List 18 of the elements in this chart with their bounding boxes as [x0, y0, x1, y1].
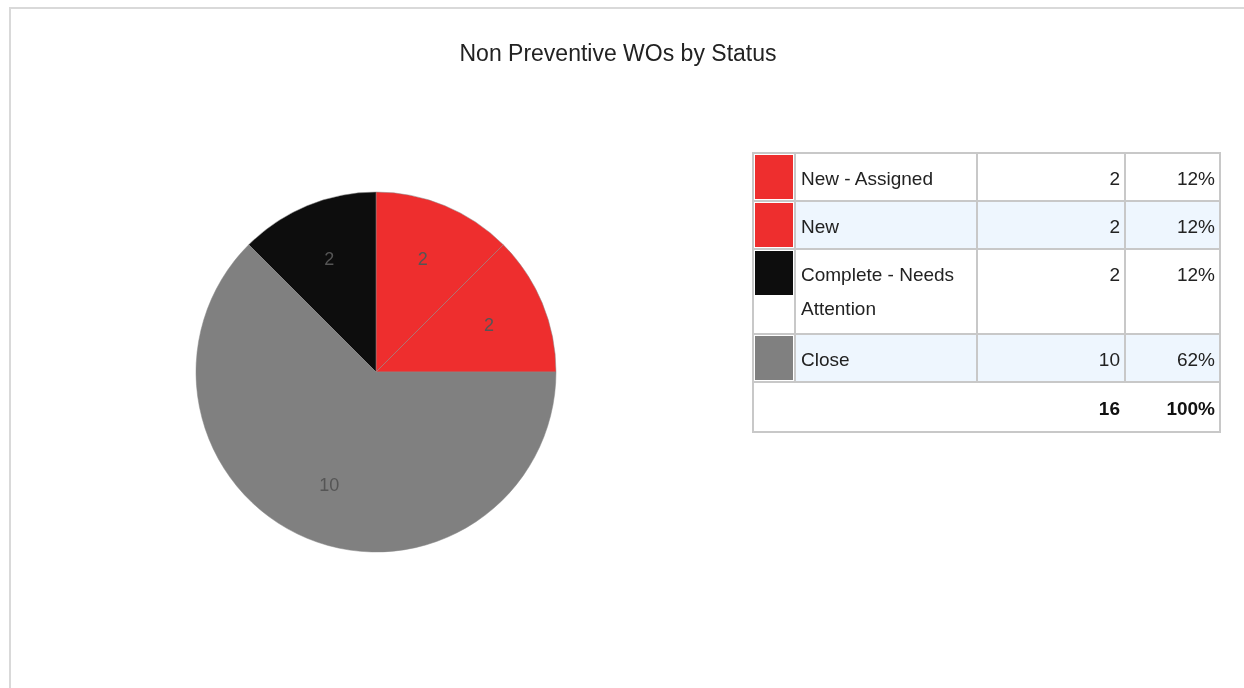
- text: 12%: [1176, 168, 1216, 189]
- data-label: 2: [417, 249, 428, 270]
- text: 62%: [1176, 349, 1216, 370]
- text: 2: [1109, 264, 1120, 285]
- legend-label: Close: [801, 349, 850, 370]
- text: 2: [1109, 216, 1120, 237]
- legend-label: Complete - Needs Attention: [801, 264, 955, 319]
- data-label: 2: [324, 249, 335, 270]
- legend-label: New - Assigned: [801, 168, 934, 189]
- chart-title: Non Preventive WOs by Status: [459, 40, 777, 66]
- text: 16: [1098, 398, 1120, 419]
- legend-label: New: [801, 216, 840, 237]
- text: 10: [1098, 349, 1120, 370]
- text: 12%: [1176, 264, 1216, 285]
- text: 12%: [1176, 216, 1216, 237]
- text: 100%: [1166, 398, 1215, 419]
- data-label: 2: [484, 315, 495, 336]
- text: 2: [1109, 168, 1120, 189]
